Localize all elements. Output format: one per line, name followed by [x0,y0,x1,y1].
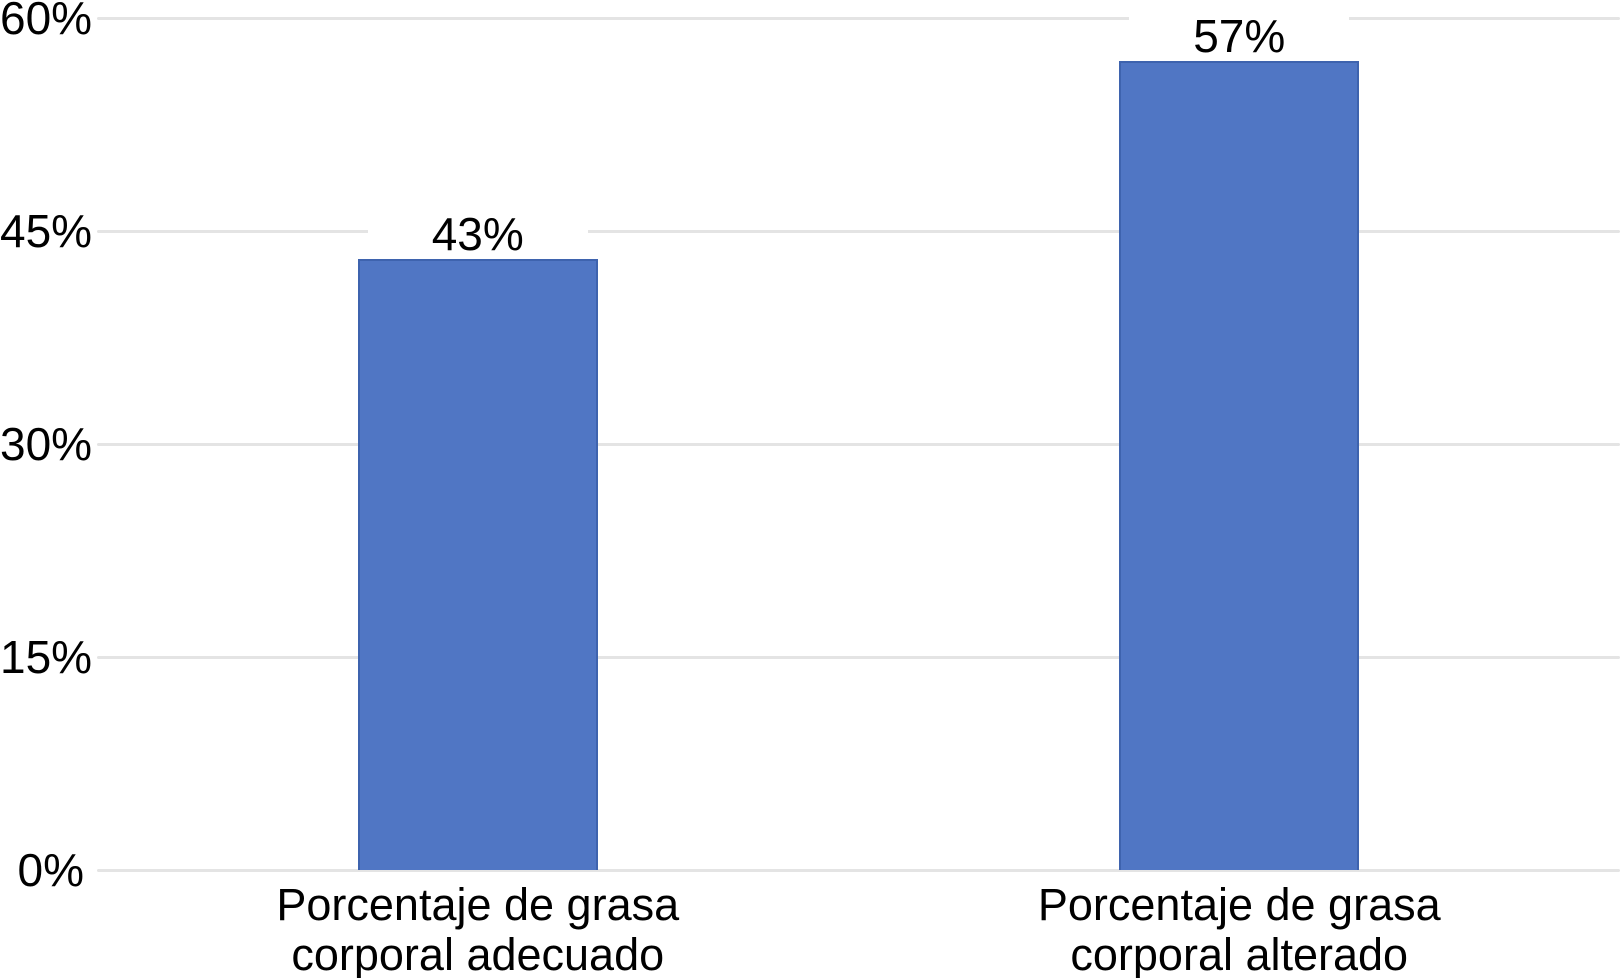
gridline-60 [97,17,1620,20]
y-tick-label-45: 45% [0,205,93,257]
x-category-label-1: Porcentaje de grasa corporal alterado [1037,879,1441,978]
y-tick-label-15: 15% [0,631,93,683]
x-category-label-0: Porcentaje de grasa corporal adecuado [276,879,680,978]
plot-area: 43% 57% [97,11,1620,872]
y-tick-label-0: 0% [17,844,84,896]
y-tick-label-60: 60% [0,0,93,44]
gridline-45 [97,230,1620,233]
bar-1 [1119,60,1360,870]
y-tick-label-30: 30% [0,418,93,470]
bar-value-label-0: 43% [367,210,588,259]
gridline-15 [97,656,1620,659]
gridline-30 [97,443,1620,446]
bar-0 [357,259,598,870]
bar-value-label-1: 57% [1129,11,1350,60]
gridline-0 [97,869,1620,872]
